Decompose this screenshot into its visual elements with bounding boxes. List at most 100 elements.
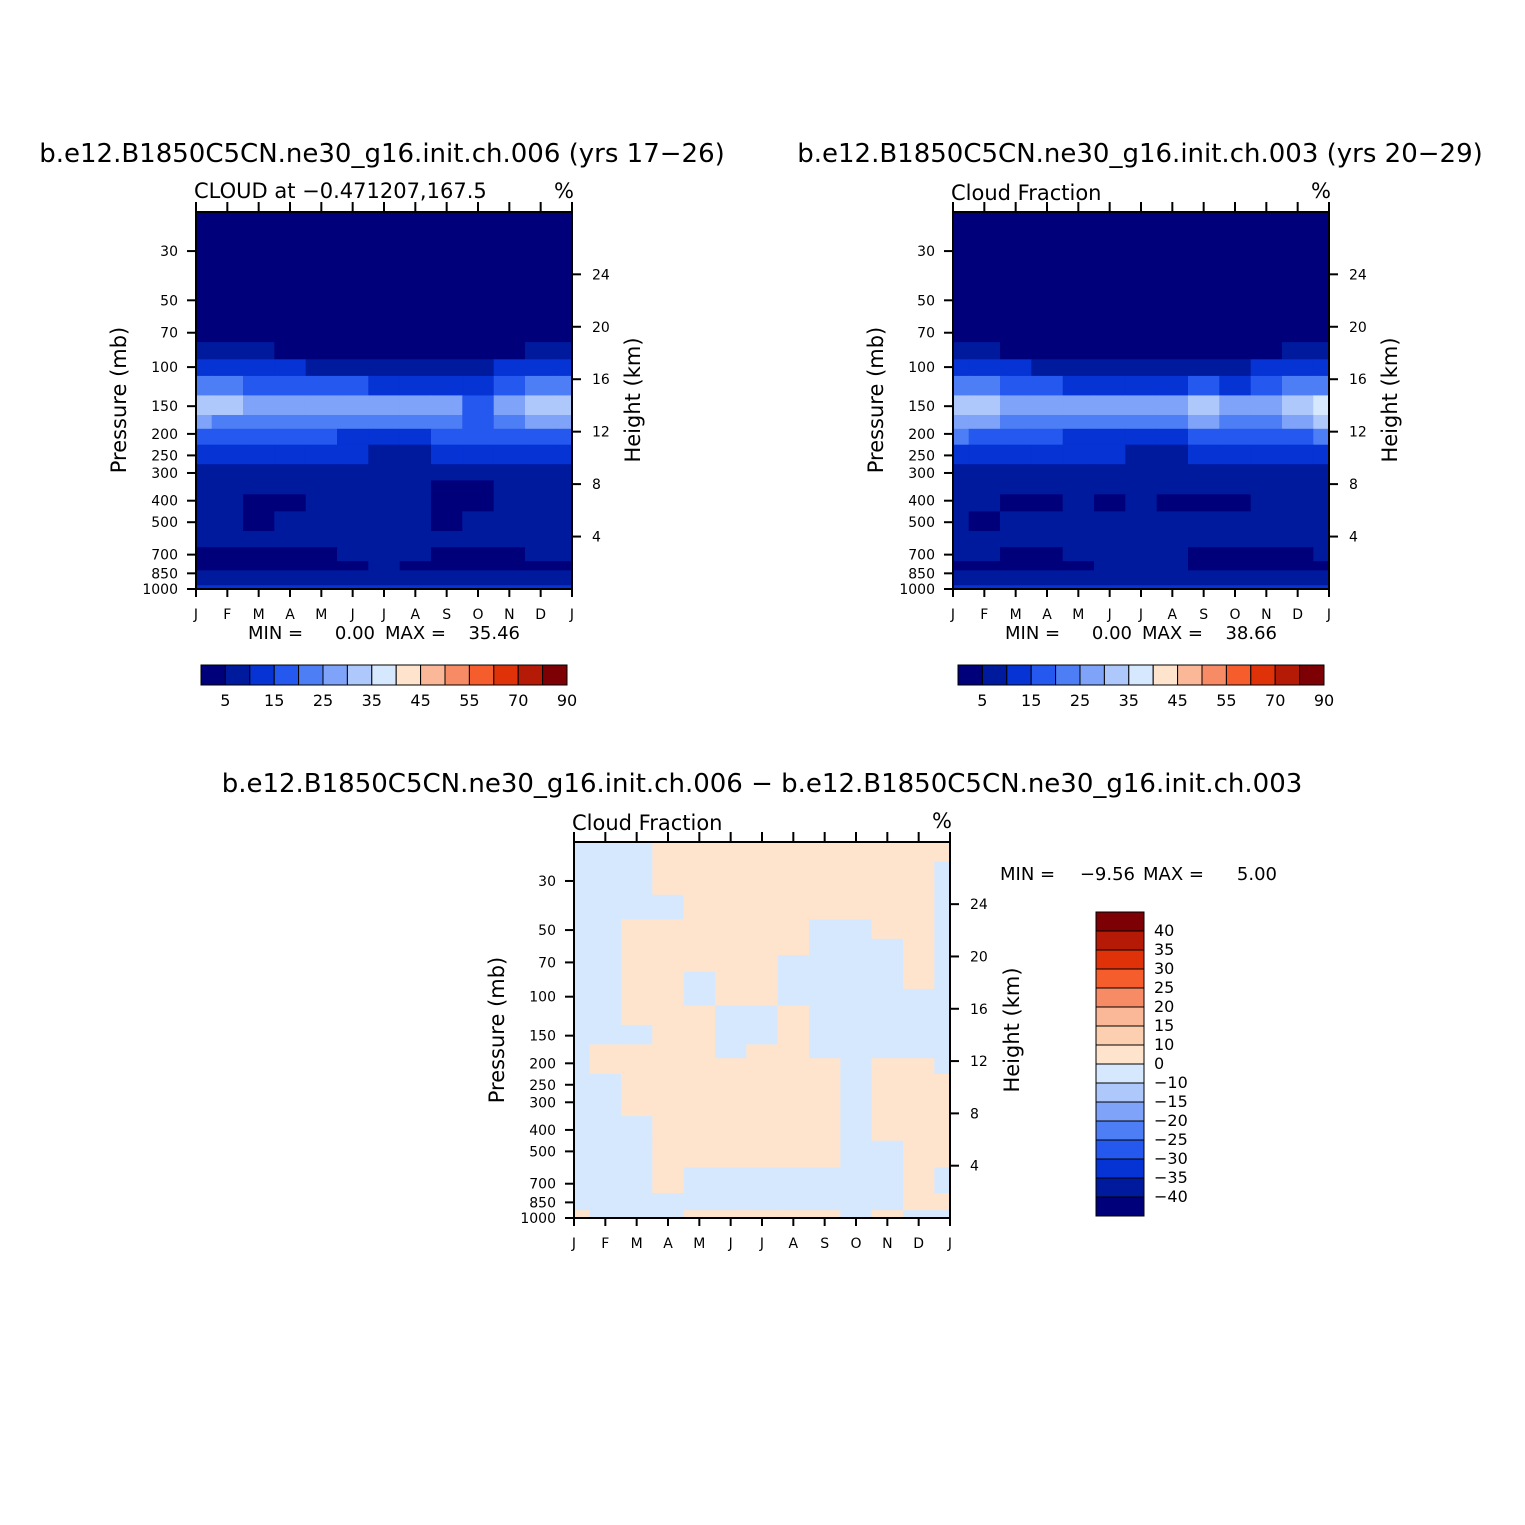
contour-cell — [1313, 570, 1330, 578]
colorbar-swatch — [371, 664, 397, 686]
contour-cell — [196, 375, 213, 396]
contour-cell — [399, 342, 432, 360]
colorbar-swatch — [1055, 664, 1081, 686]
contour-cell — [337, 212, 369, 277]
contour-cell — [589, 1210, 622, 1219]
panel-2-variable-label: Cloud Fraction — [951, 181, 1102, 205]
contour-cell — [574, 1140, 591, 1169]
contour-cell — [574, 955, 591, 973]
contour-cell — [715, 1193, 747, 1211]
contour-cell — [840, 955, 873, 973]
contour-cell — [871, 1193, 904, 1211]
contour-cell — [556, 212, 573, 277]
contour-cell — [1000, 316, 1032, 343]
contour-cell — [1313, 342, 1330, 360]
colorbar-label: −20 — [1154, 1111, 1188, 1130]
contour-cell — [368, 561, 401, 572]
panel-2-min-value: 0.00 — [1092, 623, 1132, 644]
panel-3-pressure-axis-label: Pressure (mb) — [485, 957, 509, 1104]
contour-cell — [196, 359, 213, 377]
contour-cell — [399, 375, 432, 396]
contour-cell — [1313, 531, 1330, 548]
contour-cell — [211, 359, 244, 377]
contour-cell — [840, 1193, 873, 1211]
contour-cell — [399, 359, 432, 377]
contour-cell — [305, 547, 338, 562]
contour-cell — [652, 861, 685, 896]
height-tick-label: 24 — [1349, 267, 1367, 283]
contour-cell — [934, 1210, 951, 1219]
contour-cell — [968, 316, 1001, 343]
contour-cell — [1282, 547, 1314, 562]
contour-cell — [871, 1140, 904, 1169]
contour-cell — [1156, 275, 1189, 318]
contour-cell — [1313, 395, 1330, 416]
contour-cell — [934, 1116, 951, 1142]
contour-cell — [683, 955, 716, 973]
pressure-tick-label: 100 — [529, 990, 556, 1006]
contour-cell — [525, 561, 557, 572]
contour-cell — [746, 971, 779, 990]
contour-cell — [968, 444, 1001, 465]
contour-cell — [777, 1005, 810, 1026]
contour-cell — [399, 511, 432, 532]
contour-cell — [589, 919, 622, 940]
contour-cell — [211, 547, 244, 562]
contour-cell — [574, 1193, 591, 1211]
pressure-tick-label: 30 — [917, 244, 935, 260]
contour-cell — [1250, 316, 1283, 343]
contour-cell — [1156, 464, 1189, 481]
contour-cell — [1062, 342, 1095, 360]
contour-cell — [525, 480, 557, 495]
panel-2-max-value: 38.66 — [1225, 623, 1277, 644]
pressure-tick-label: 200 — [529, 1056, 556, 1072]
contour-cell — [1250, 212, 1283, 277]
contour-cell — [1062, 444, 1095, 465]
contour-cell — [777, 971, 810, 990]
contour-cell — [1156, 561, 1189, 572]
contour-cell — [934, 1074, 951, 1095]
contour-cell — [305, 480, 338, 495]
contour-cell — [715, 861, 747, 896]
contour-cell — [1188, 316, 1220, 343]
contour-cell — [1313, 511, 1330, 532]
contour-cell — [652, 1193, 685, 1211]
contour-cell — [1188, 212, 1220, 277]
contour-cell — [1250, 577, 1283, 586]
contour-cell — [211, 511, 244, 532]
contour-cell — [934, 861, 951, 896]
contour-cell — [683, 1044, 716, 1059]
contour-cell — [1250, 494, 1283, 513]
contour-cell — [809, 1074, 841, 1095]
height-tick-label: 4 — [970, 1159, 979, 1175]
contour-cell — [1219, 577, 1252, 586]
panel-3-units: % — [932, 809, 952, 833]
contour-cell — [399, 585, 432, 590]
month-tick-label: S — [1199, 607, 1208, 623]
contour-cell — [1282, 342, 1314, 360]
contour-cell — [953, 570, 970, 578]
panel-1-pressure-axis-label: Pressure (mb) — [107, 327, 131, 474]
colorbar-swatch — [1095, 1082, 1145, 1103]
colorbar-swatch — [322, 664, 348, 686]
contour-cell — [683, 861, 716, 896]
contour-cell — [715, 1058, 747, 1075]
contour-cell — [621, 1210, 653, 1219]
colorbar-swatch — [395, 664, 422, 686]
month-tick-label: A — [663, 1236, 673, 1252]
colorbar-label: 5 — [220, 691, 230, 710]
contour-cell — [621, 1005, 653, 1026]
contour-cell — [809, 1044, 841, 1059]
contour-cell — [968, 415, 1001, 430]
contour-cell — [556, 359, 573, 377]
contour-cell — [1062, 275, 1095, 318]
contour-cell — [968, 359, 1001, 377]
contour-cell — [840, 1140, 873, 1169]
panel-2-max-label: MAX = — [1142, 623, 1203, 644]
colorbar-swatch — [1152, 664, 1179, 686]
pressure-tick-label: 30 — [538, 874, 556, 890]
contour-cell — [589, 1093, 622, 1117]
contour-cell — [953, 275, 970, 318]
contour-cell — [1125, 316, 1158, 343]
contour-cell — [431, 275, 463, 318]
